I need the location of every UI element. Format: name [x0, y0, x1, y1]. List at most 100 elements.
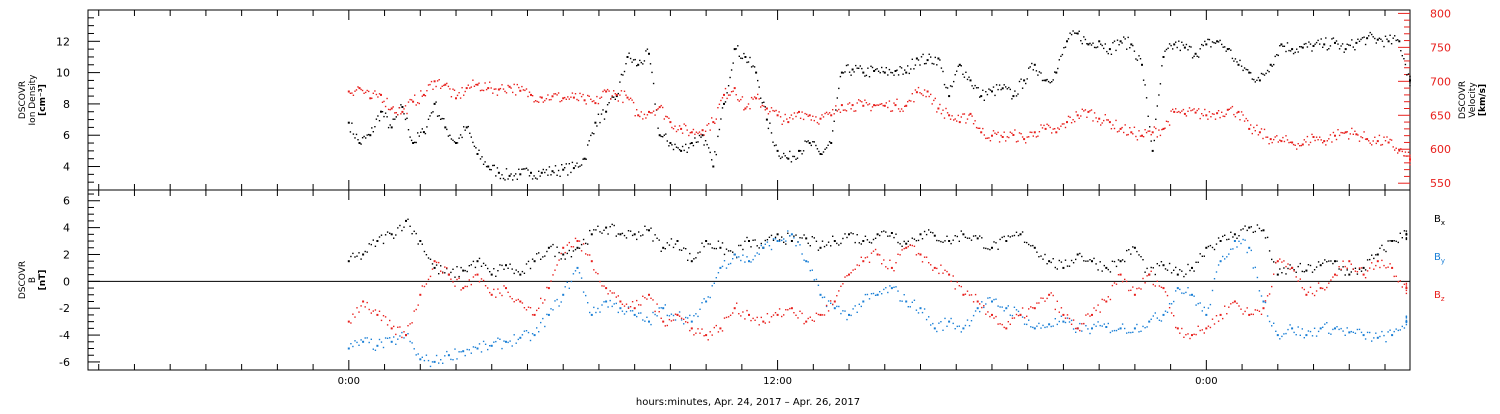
By-dot — [854, 305, 856, 307]
density-dot — [985, 91, 987, 93]
density-point — [433, 102, 436, 105]
density-point — [380, 110, 382, 113]
Bx-dot — [1158, 264, 1161, 267]
Bz-dot — [1107, 296, 1109, 298]
Bx-dot — [989, 248, 991, 251]
By-dot — [1121, 323, 1124, 325]
Bx-point — [547, 246, 550, 249]
velocity-point — [851, 104, 854, 107]
Bz-point — [1391, 266, 1394, 269]
By-dot — [897, 290, 899, 292]
By-point — [976, 307, 979, 310]
Bz-dot — [960, 285, 962, 288]
density-dot — [931, 62, 933, 65]
density-dot — [545, 169, 548, 171]
Bz-dot — [472, 276, 475, 278]
velocity-point — [830, 114, 833, 117]
velocity-dot — [795, 115, 797, 118]
By-dot — [944, 317, 946, 320]
By-dot — [1138, 331, 1140, 333]
By-dot — [1383, 334, 1385, 337]
velocity-dot — [568, 98, 570, 100]
Bx-dot — [709, 243, 711, 245]
density-dot — [1074, 32, 1076, 34]
density-dot — [1093, 46, 1096, 49]
Bx-dot — [701, 242, 703, 244]
Bz-dot — [560, 252, 562, 255]
Bx-dot — [1364, 269, 1367, 271]
By-dot — [1117, 328, 1120, 330]
Bz-dot — [911, 244, 913, 247]
Bz-dot — [625, 303, 628, 305]
velocity-dot — [518, 86, 520, 89]
velocity-dot — [761, 104, 763, 107]
By-dot — [413, 348, 415, 350]
Bz-dot — [1403, 283, 1406, 285]
Bx-dot — [1026, 241, 1028, 244]
density-point — [948, 95, 951, 98]
density-dot — [1286, 42, 1289, 44]
density-dot — [587, 144, 589, 146]
velocity-dot — [545, 98, 548, 100]
Bz-dot — [1342, 260, 1344, 262]
Bz-dot — [1330, 279, 1332, 281]
velocity-point — [562, 97, 565, 100]
velocity-point — [1344, 131, 1347, 134]
density-dot — [977, 87, 979, 89]
velocity-dot — [931, 103, 933, 105]
velocity-dot — [1115, 119, 1117, 122]
velocity-dot — [449, 88, 451, 90]
By-dot — [1168, 303, 1171, 305]
velocity-dot — [796, 112, 799, 114]
Bx-dot — [879, 234, 881, 237]
By-dot — [1401, 325, 1403, 328]
Bx-dot — [764, 239, 766, 242]
Bx-dot — [380, 234, 383, 236]
velocity-point — [594, 102, 597, 105]
velocity-dot — [1224, 115, 1226, 118]
density-dot — [1236, 61, 1238, 63]
velocity-dot — [504, 90, 506, 93]
By-dot — [460, 351, 462, 353]
Bz-point — [833, 300, 836, 303]
velocity-dot — [436, 80, 439, 82]
density-dot — [942, 70, 944, 73]
Bz-dot — [1046, 297, 1048, 300]
By-dot — [589, 311, 591, 314]
Bx-dot — [1113, 260, 1116, 263]
Bz-series — [347, 237, 1408, 341]
density-dot — [997, 88, 999, 91]
velocity-dot — [1360, 136, 1362, 138]
density-dot — [568, 163, 570, 165]
velocity-dot — [922, 94, 924, 97]
velocity-point — [369, 97, 372, 100]
velocity-dot — [357, 86, 359, 88]
velocity-dot — [1161, 128, 1163, 131]
velocity-dot — [662, 106, 664, 109]
Bz-point — [1348, 260, 1351, 263]
Bx-point — [1391, 240, 1394, 242]
Bz-dot — [1207, 325, 1210, 327]
Bx-dot — [1203, 255, 1205, 257]
Bz-dot — [680, 317, 683, 319]
Bx-dot — [858, 242, 860, 244]
By-dot — [781, 239, 783, 242]
Bx-dot — [1017, 234, 1020, 237]
Bx-point — [433, 266, 436, 269]
Bz-dot — [801, 312, 803, 315]
Bx-dot — [1138, 254, 1140, 256]
density-dot — [1329, 45, 1332, 47]
velocity-point — [540, 96, 543, 99]
Bz-dot — [1358, 267, 1361, 269]
velocity-dot — [1409, 161, 1411, 163]
Bx-dot — [1266, 236, 1269, 239]
density-dot — [1096, 46, 1099, 48]
density-dot — [686, 151, 688, 153]
Bx-dot — [795, 234, 797, 236]
velocity-dot — [464, 90, 466, 93]
Bx-dot — [617, 233, 619, 235]
Bz-dot — [846, 275, 848, 277]
density-dot — [426, 126, 428, 128]
By-dot — [697, 315, 699, 318]
density-point — [873, 70, 876, 72]
